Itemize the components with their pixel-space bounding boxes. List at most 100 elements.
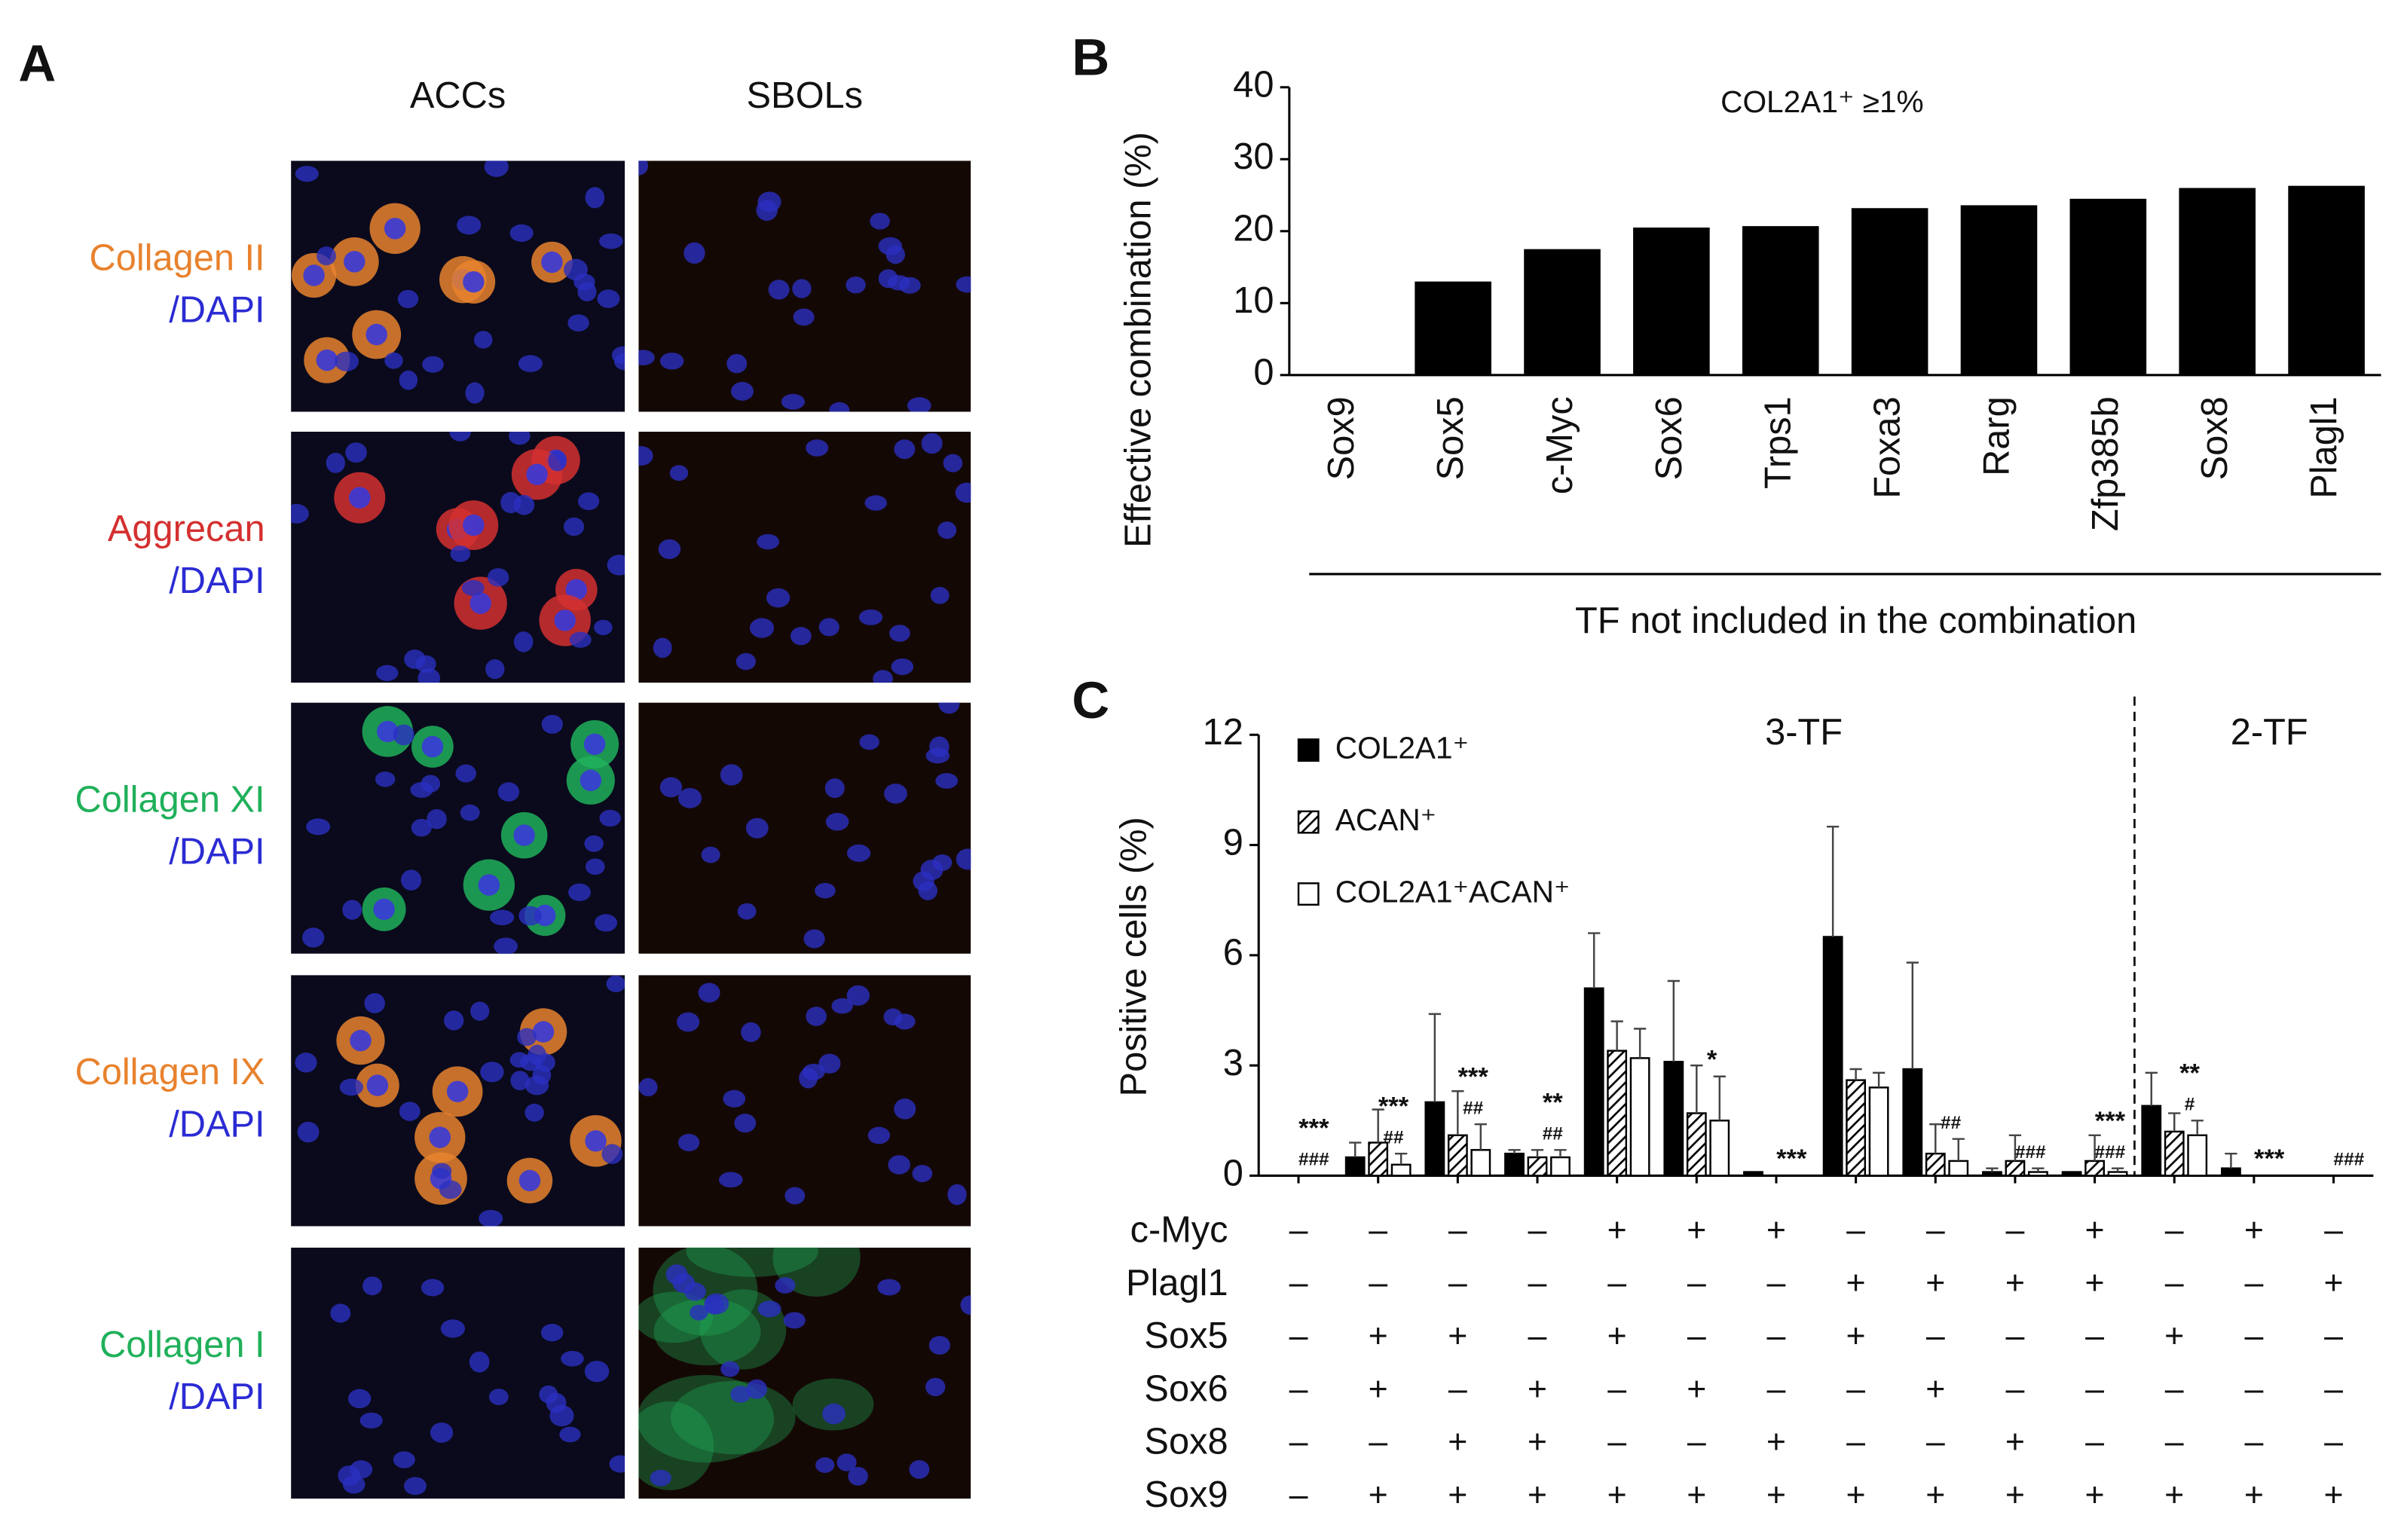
nucleus [446,1080,469,1103]
micrograph-content [638,160,971,412]
nucleus [846,985,870,1006]
legend-label: COL2A1⁺ACAN⁺ [1335,874,1571,909]
nucleus [548,450,567,472]
nucleus [704,1293,729,1315]
x-tick-label: Plagl1 [2304,396,2344,499]
nucleus [599,233,623,249]
row-label: Sox9 [1144,1474,1228,1515]
nucleus [444,1010,464,1031]
nucleus [568,883,591,902]
nucleus [399,1102,421,1121]
combination-sign: + [1528,1477,1547,1514]
combination-sign: + [1766,1477,1786,1514]
error-bar [2145,1071,2158,1106]
nucleus [430,1422,454,1443]
nucleus [520,1053,542,1071]
nucleus [554,610,576,631]
combination-sign: – [1926,1318,1945,1355]
nucleus [650,1469,671,1487]
combination-sign: + [1925,1265,1945,1302]
micrograph [638,160,971,412]
nucleus [463,514,485,536]
nucleus [792,279,812,298]
error-bar [2168,1112,2181,1132]
combination-sign: + [2164,1477,2184,1514]
nucleus [594,619,613,636]
combination-sign: – [2005,1212,2024,1248]
nucleus [411,818,432,837]
nucleus [885,245,905,264]
nucleus [460,804,480,821]
row-label: Plagl1 [1126,1263,1228,1303]
nucleus [790,627,812,646]
nucleus [485,658,505,680]
bar [2179,188,2256,375]
combination-sign: – [2165,1265,2184,1302]
nucleus [526,463,548,485]
combination-sign: + [1607,1477,1627,1514]
combination-sign: + [1766,1212,1786,1248]
bar [1960,205,2038,375]
combination-sign: + [1369,1318,1388,1355]
stain-label: Aggrecan [108,509,265,549]
nucleus [960,1295,971,1315]
annotation: COL2A1⁺ ≥1% [1720,84,1924,119]
x-tick-label: Sox6 [1649,396,1690,480]
stain-label: Collagen IX [75,1052,265,1092]
combination-sign: – [1369,1424,1387,1461]
nucleus [494,937,518,954]
y-tick-label: 0 [1223,1153,1243,1193]
nucleus [334,351,359,371]
error-bar [1349,1141,1362,1158]
micrograph [291,1247,625,1499]
bar [1527,1156,1548,1177]
nucleus [488,1389,509,1405]
nucleus [659,353,684,370]
micrograph [638,431,971,683]
bar [1633,228,1710,375]
nucleus [470,1001,490,1021]
combination-sign: – [1289,1370,1308,1407]
error-bar [1952,1138,1965,1161]
nucleus [484,160,509,177]
nucleus [518,906,542,926]
combination-sign: – [1767,1370,1786,1407]
micrograph [291,431,625,683]
error-bar [1849,1068,1862,1080]
row-label: Sox5 [1144,1315,1228,1356]
combination-sign: – [1846,1212,1865,1248]
bar [1686,1112,1707,1177]
nucleus [563,517,585,536]
significance-star: *** [1457,1062,1488,1091]
nucleus [698,982,720,1003]
nucleus [741,1022,761,1043]
micrograph [291,160,625,412]
nucleus [938,702,960,714]
nucleus [859,734,879,750]
combination-sign: + [1528,1424,1547,1461]
row-label: Sox8 [1144,1422,1228,1462]
nucleus [785,1187,806,1205]
nucleus [889,625,910,642]
error-bar [1827,825,1840,937]
nucleus [399,370,418,390]
nucleus [317,246,336,266]
error-bar [1986,1167,1999,1172]
micrograph-content [638,431,971,683]
nucleus [347,1389,372,1409]
nucleus [638,446,653,466]
nucleus [720,764,743,786]
nucleus [815,882,836,899]
group-label: 2-TF [2231,712,2308,753]
combination-sign: + [1607,1318,1627,1355]
nucleus [677,1133,700,1152]
nucleus [768,280,790,300]
bar [1390,1163,1412,1177]
micrograph-content [291,431,625,683]
nucleus [449,431,471,442]
nucleus [469,592,491,614]
combination-sign: – [1289,1477,1308,1514]
nucleus [909,1459,930,1479]
nucleus [884,784,907,804]
nucleus [375,772,396,787]
